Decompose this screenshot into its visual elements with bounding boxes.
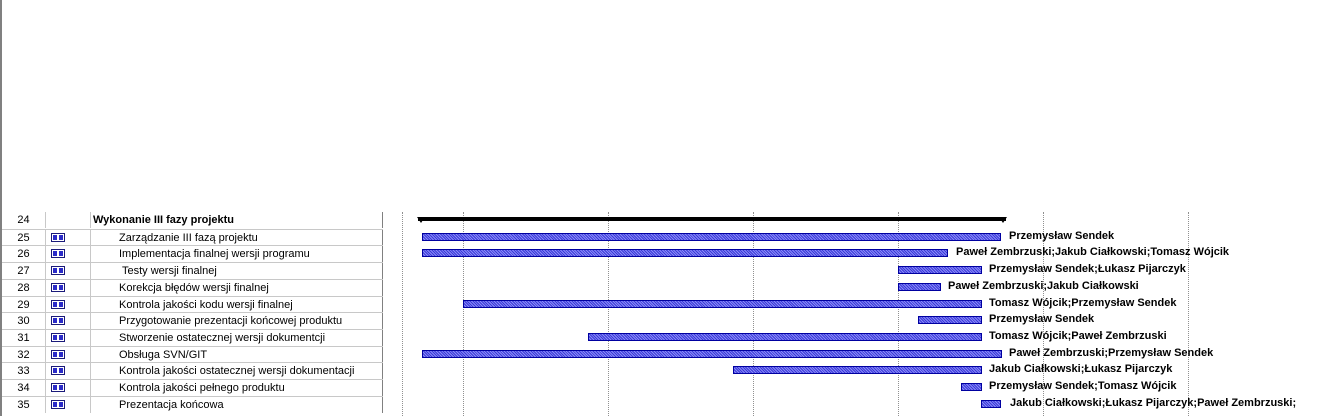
task-id: 32	[2, 346, 46, 363]
task-table-icon[interactable]	[51, 299, 65, 309]
task-id: 31	[2, 329, 46, 346]
task-name[interactable]: Korekcja błędów wersji finalnej	[91, 279, 383, 296]
task-id: 33	[2, 363, 46, 380]
indicator-cell	[46, 313, 91, 330]
table-row[interactable]: 30 Przygotowanie prezentacji końcowej pro…	[2, 312, 383, 330]
task-bar[interactable]	[918, 316, 982, 325]
timescale-gridline	[898, 212, 899, 416]
resource-label: Jakub Ciałkowski;Łukasz Pijarczyk;Paweł …	[1010, 396, 1297, 409]
task-name[interactable]: Testy wersji finalnej	[91, 263, 383, 280]
table-row[interactable]: 31 Stworzenie ostatecznej wersji dokument…	[2, 328, 383, 346]
task-name[interactable]: Kontrola jakości kodu wersji finalnej	[91, 296, 383, 313]
task-table-icon[interactable]	[51, 399, 65, 409]
task-bar[interactable]	[422, 349, 1002, 358]
task-bar[interactable]	[961, 383, 982, 391]
resource-label: Tomasz Wójcik;Przemysław Sendek	[989, 296, 1177, 309]
task-id: 25	[2, 229, 46, 246]
timescale-gridline	[753, 212, 754, 416]
task-bar[interactable]	[981, 399, 1001, 408]
task-id: 28	[2, 279, 46, 296]
task-table-icon[interactable]	[51, 332, 65, 342]
indicator-cell	[46, 346, 91, 363]
summary-bar-cap	[417, 217, 425, 223]
task-bar[interactable]	[588, 332, 982, 341]
task-table-icon[interactable]	[51, 249, 65, 259]
indicator-cell	[46, 279, 91, 296]
task-bar[interactable]	[463, 299, 982, 308]
task-id: 26	[2, 246, 46, 263]
table-row[interactable]: 33 Kontrola jakości ostatecznej wersji do…	[2, 362, 383, 380]
summary-task-bar[interactable]	[418, 217, 1006, 221]
resource-label: Paweł Zembrzuski;Przemysław Sendek	[1009, 346, 1214, 359]
task-bar[interactable]	[733, 366, 982, 375]
resource-label: Jakub Ciałkowski;Łukasz Pijarczyk	[989, 363, 1173, 376]
task-id: 29	[2, 296, 46, 313]
resource-label: Przemysław Sendek;Tomasz Wójcik	[989, 380, 1177, 392]
resource-label: Przemysław Sendek	[1009, 229, 1115, 242]
table-row[interactable]: 26 Implementacja finalnej wersji programu	[2, 245, 383, 263]
task-table-icon[interactable]	[51, 316, 65, 326]
indicator-cell	[46, 363, 91, 380]
task-name[interactable]: Prezentacja końcowa	[91, 396, 383, 413]
task-id: 35	[2, 396, 46, 413]
task-bar[interactable]	[898, 266, 982, 275]
table-row[interactable]: 32 Obsługa SVN/GIT	[2, 345, 383, 363]
table-row[interactable]: 27 Testy wersji finalnej	[2, 262, 383, 280]
resource-label: Tomasz Wójcik;Paweł Zembrzuski	[989, 329, 1167, 342]
table-row[interactable]: 28 Korekcja błędów wersji finalnej	[2, 278, 383, 296]
task-name[interactable]: Obsługa SVN/GIT	[91, 346, 383, 363]
window-left-border	[0, 0, 2, 416]
gantt-chart[interactable]: Przemysław Sendek Paweł Zembrzuski;Jakub …	[383, 212, 1336, 416]
task-name[interactable]: Kontrola jakości ostatecznej wersji doku…	[91, 363, 383, 380]
resource-label: Paweł Zembrzuski;Jakub Ciałkowski	[948, 279, 1139, 292]
timescale-gridline	[608, 212, 609, 416]
task-table-icon[interactable]	[51, 282, 65, 292]
timescale-gridline	[463, 212, 464, 416]
table-row[interactable]: 24 Wykonanie III fazy projektu	[2, 212, 383, 228]
resource-label: Paweł Zembrzuski;Jakub Ciałkowski;Tomasz…	[956, 246, 1230, 259]
task-name[interactable]: Kontrola jakości pełnego produktu	[91, 380, 383, 396]
indicator-cell	[46, 263, 91, 280]
task-table-icon[interactable]	[51, 349, 65, 359]
indicator-cell	[46, 212, 91, 228]
indicator-cell	[46, 296, 91, 313]
indicator-cell	[46, 380, 91, 396]
resource-label: Przemysław Sendek;Łukasz Pijarczyk	[989, 263, 1186, 276]
empty-chart-area	[2, 0, 1336, 212]
task-bar[interactable]	[422, 232, 1001, 241]
indicator-cell	[46, 329, 91, 346]
indicator-cell	[46, 396, 91, 413]
task-table-icon[interactable]	[51, 232, 65, 242]
table-row[interactable]: 29 Kontrola jakości kodu wersji finalnej	[2, 295, 383, 313]
summary-bar-cap	[999, 217, 1007, 223]
task-id: 24	[2, 212, 46, 228]
task-name[interactable]: Zarządzanie III fazą projektu	[91, 229, 383, 246]
table-row[interactable]: 34 Kontrola jakości pełnego produktu	[2, 379, 383, 396]
table-row[interactable]: 35 Prezentacja końcowa	[2, 395, 383, 413]
task-name[interactable]: Wykonanie III fazy projektu	[91, 212, 383, 228]
task-bar[interactable]	[422, 249, 948, 258]
task-id: 34	[2, 380, 46, 396]
task-table-icon[interactable]	[51, 383, 65, 392]
table-row[interactable]: 25 Zarządzanie III fazą projektu	[2, 228, 383, 246]
timescale-gridline	[1188, 212, 1189, 416]
task-name[interactable]: Stworzenie ostatecznej wersji dokumentcj…	[91, 329, 383, 346]
task-id: 30	[2, 313, 46, 330]
indicator-cell	[46, 229, 91, 246]
timescale-gridline	[1043, 212, 1044, 416]
task-table-icon[interactable]	[51, 266, 65, 276]
task-name[interactable]: Przygotowanie prezentacji końcowej produ…	[91, 313, 383, 330]
timescale-gridline	[402, 212, 403, 416]
task-id: 27	[2, 263, 46, 280]
task-name[interactable]: Implementacja finalnej wersji programu	[91, 246, 383, 263]
task-bar[interactable]	[898, 282, 941, 291]
indicator-cell	[46, 246, 91, 263]
task-table-icon[interactable]	[51, 366, 65, 376]
resource-label: Przemysław Sendek	[989, 313, 1095, 326]
